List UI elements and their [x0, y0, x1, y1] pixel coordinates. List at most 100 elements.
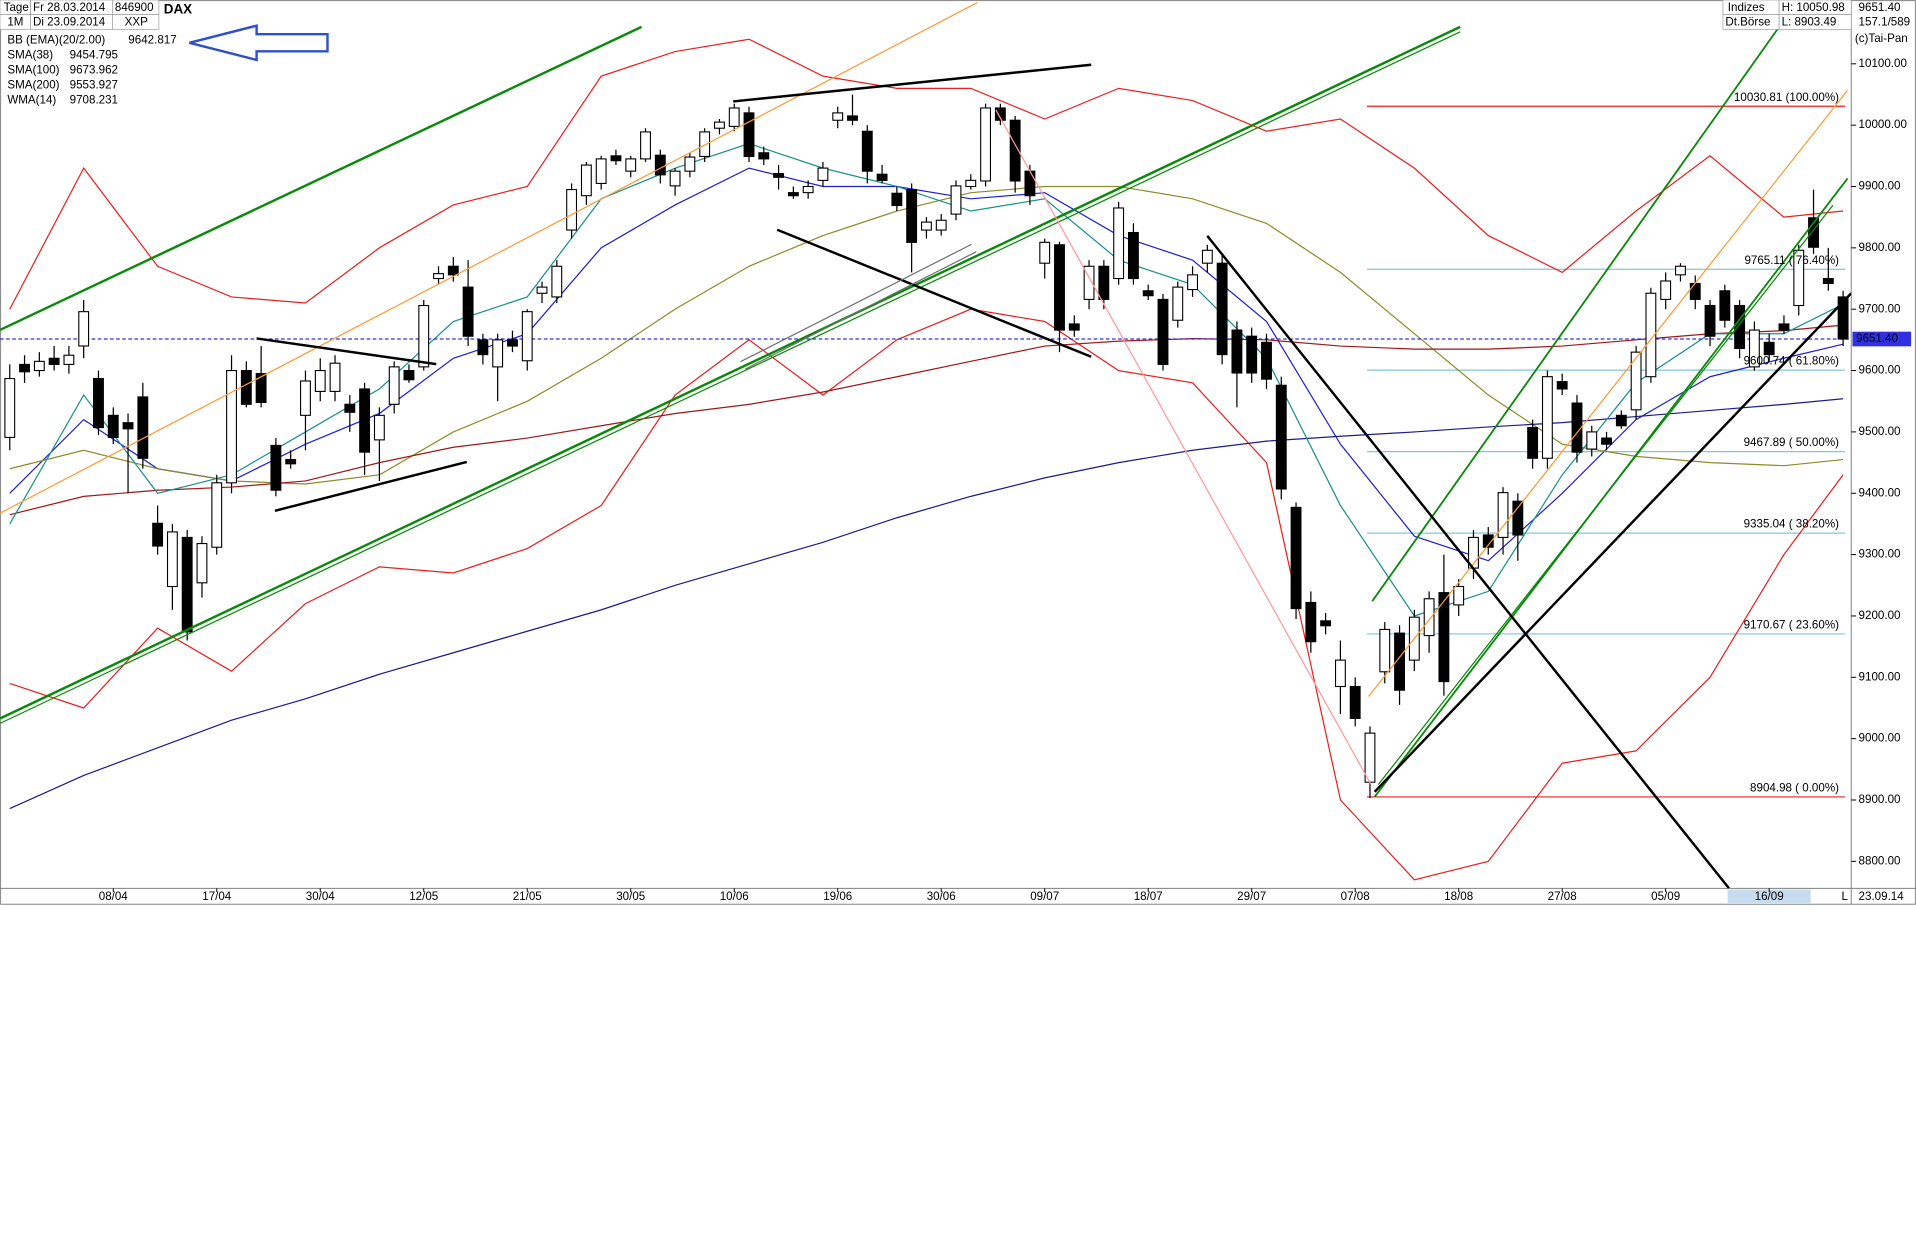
candle-body	[684, 156, 696, 172]
candle-body	[1719, 290, 1731, 321]
header-cell	[112, 14, 160, 30]
candle-body	[1379, 628, 1391, 673]
candle-body	[1009, 119, 1021, 182]
copyright: (c)Tai-Pan	[1855, 32, 1908, 45]
candle-body	[1113, 207, 1125, 280]
trend-line	[0, 25, 643, 332]
candle-body	[1734, 304, 1746, 350]
trend-lines	[0, 1, 1852, 889]
candle-body	[1615, 414, 1627, 427]
candle-body	[1808, 217, 1819, 248]
x-tick-label: 21/05	[513, 890, 542, 903]
legend-name: BB (EMA)(20/2.00)	[7, 33, 105, 46]
candle-body	[418, 304, 430, 368]
candle-body	[270, 444, 282, 491]
candle-body	[906, 189, 918, 243]
y-tick-label: 9600.00	[1859, 364, 1901, 377]
candle-body	[802, 185, 814, 194]
header-text: Di 23.09.2014	[33, 16, 106, 29]
y-tick-label: 9400.00	[1859, 486, 1901, 499]
candle-body	[492, 339, 504, 368]
date-highlight	[1727, 889, 1811, 904]
candle-body	[240, 370, 252, 405]
last-price-label: 9651.40	[1856, 332, 1898, 345]
trend-line	[733, 63, 1092, 103]
candle-body	[1394, 632, 1405, 691]
candle-body	[521, 311, 533, 362]
x-tick-label: 09/07	[1030, 890, 1059, 903]
trend-line	[256, 337, 437, 366]
trend-line	[0, 25, 1461, 720]
candle-body	[1512, 500, 1524, 536]
x-tick-label: 16/09	[1755, 890, 1784, 903]
x-tick-label: 12/05	[409, 890, 438, 903]
candle-body	[935, 219, 947, 231]
legend-value: 9708.231	[70, 94, 118, 107]
candle-body	[847, 115, 858, 121]
plot-area	[0, 38, 1852, 881]
header-text: L: 8903.49	[1782, 16, 1837, 29]
y-tick-label: 9100.00	[1859, 670, 1901, 683]
candle-body	[152, 522, 164, 547]
candle-body	[1054, 244, 1065, 331]
candle-body	[1601, 437, 1612, 445]
header-text: Dt.Börse	[1725, 16, 1770, 29]
candle-body	[728, 107, 740, 127]
candle-body	[965, 179, 977, 188]
fib-label: 9765.11 ( 76.40%)	[1744, 254, 1839, 267]
candle-body	[314, 370, 326, 392]
indicator-line	[9, 324, 1844, 516]
candle-body	[403, 370, 415, 381]
candle-body	[137, 396, 149, 459]
candle-body	[1822, 277, 1834, 284]
candle-body	[1216, 262, 1228, 356]
candle-body	[507, 339, 518, 347]
legend-name: WMA(14)	[7, 94, 56, 107]
chart-frame	[0, 0, 1916, 905]
candle-body	[1482, 534, 1494, 548]
candle-body	[817, 167, 829, 181]
candle-body	[1231, 329, 1243, 374]
candle-body	[166, 531, 178, 588]
y-tick-label: 9800.00	[1859, 241, 1901, 254]
y-tick-label: 9300.00	[1859, 548, 1901, 561]
candle-body	[255, 373, 267, 404]
candle-body	[1068, 323, 1080, 331]
candle-body	[19, 363, 30, 373]
header: Tage Fr 28.03.2014 846900 1M Di 23.09.20…	[0, 0, 1910, 62]
candle-body	[1438, 592, 1450, 683]
legend-name: SMA(200)	[7, 78, 59, 91]
candle-body	[669, 170, 681, 187]
candle-body	[551, 265, 563, 298]
header-text: XXP	[125, 16, 148, 29]
candle-body	[1320, 620, 1332, 627]
candle-body	[211, 482, 223, 548]
candle-body	[1187, 274, 1198, 291]
candle-body	[1763, 341, 1775, 356]
candle-body	[181, 536, 193, 633]
candle-body	[1748, 329, 1760, 368]
trend-line	[1371, 26, 1780, 602]
legend-name: SMA(38)	[7, 48, 53, 61]
candle-body	[1127, 231, 1139, 280]
candle-body	[758, 152, 770, 160]
y-tick-label: 9000.00	[1859, 732, 1901, 745]
fib-label: 10030.81 (100.00%)	[1734, 91, 1839, 104]
candle-body	[4, 377, 16, 438]
candle-body	[1172, 286, 1184, 321]
legend-name: SMA(100)	[7, 63, 59, 76]
candle-body	[1098, 265, 1110, 300]
candle-body	[48, 357, 60, 365]
candle-body	[285, 458, 297, 465]
candle-body	[994, 107, 1006, 121]
candle-body	[1660, 280, 1672, 300]
x-tick-label: 18/07	[1134, 890, 1163, 903]
candle-body	[107, 414, 119, 438]
fib-label: 8904.98 ( 0.00%)	[1750, 781, 1839, 794]
candle-body	[625, 158, 637, 172]
trend-line	[0, 1, 978, 514]
candle-body	[861, 130, 873, 172]
candle-body	[980, 107, 992, 182]
trend-line	[776, 228, 1092, 358]
